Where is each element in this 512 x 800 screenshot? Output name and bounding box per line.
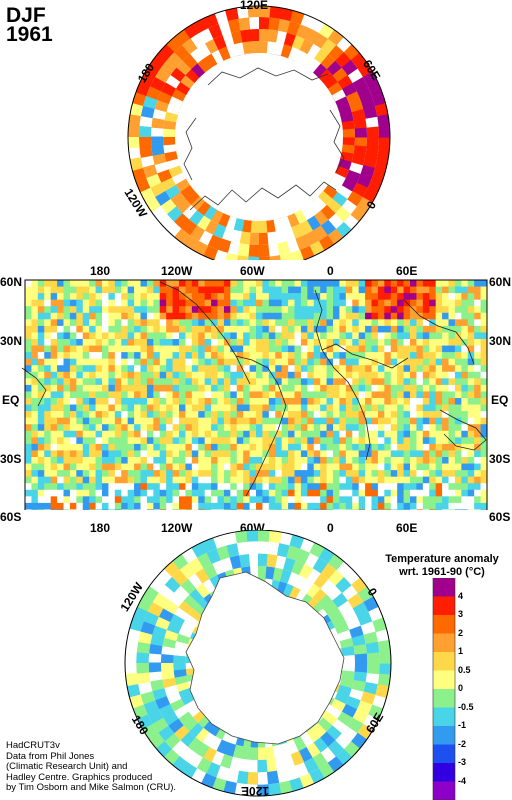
wm-lat-right-30s: 30S (489, 452, 511, 466)
wm-lat-right-60n: 60N (489, 275, 512, 289)
wm-top-lon-120w: 120W (161, 264, 193, 278)
credit-line-4: Hadley Centre. Graphics produced (6, 771, 153, 783)
color-legend (432, 578, 456, 800)
wm-lat-left-eq: EQ (2, 393, 20, 407)
antarctica-landmass (185, 571, 345, 745)
legend-tick-8: -2 (458, 738, 467, 749)
credit-line-3: (Climatic Research Unit) and (6, 761, 128, 772)
wm-bottom-lon-60e: 60E (396, 521, 418, 535)
legend-tick-1: 3 (458, 609, 464, 619)
north-coastline (183, 67, 345, 211)
legend-tick-3: 1 (458, 646, 464, 656)
wm-bottom-lon-120w: 120W (161, 521, 193, 535)
wm-lat-right-30n: 30N (489, 334, 512, 348)
credit-line-1: HadCRUT3v (6, 740, 60, 751)
wm-lat-left-60s: 60S (0, 510, 22, 524)
north-polar-map (127, 5, 391, 260)
wm-lat-right-60s: 60S (489, 510, 511, 524)
wm-bottom-lon-180: 180 (90, 521, 111, 535)
north-pole-white-area (175, 53, 343, 221)
wm-lat-left-60n: 60N (0, 275, 23, 289)
sp-lon-label-120e: 120E (241, 784, 270, 798)
np-lon-label-120e: 120E (240, 0, 269, 12)
credit-line-5: by Tim Osborn and Mike Salmon (CRU). (6, 782, 176, 793)
world-coastline (21, 281, 487, 497)
credit-line-2: Data from Phil Jones (6, 750, 95, 762)
legend-tick-2: 2 (458, 627, 464, 638)
legend-tick-10: -4 (458, 775, 467, 786)
wm-top-lon-0: 0 (327, 264, 334, 278)
wm-lat-left-30n: 30N (0, 334, 23, 348)
legend-tick-7: -1 (458, 720, 467, 730)
season-label: DJF (6, 4, 46, 27)
year-label: 1961 (6, 23, 53, 46)
season-title: DJF 1961 (6, 4, 53, 46)
legend-tick-0: 4 (458, 590, 464, 601)
wm-top-lon-180: 180 (90, 264, 111, 278)
south-polar-map (124, 530, 392, 797)
legend-tick-5: 0 (458, 683, 464, 693)
legend-tick-4: 0.5 (458, 664, 471, 675)
legend-title-line2: wrt. 1961-90 (°C) (399, 566, 485, 578)
north-polar-border (127, 5, 391, 260)
world-map-frame (24, 279, 488, 510)
legend-title: Temperature anomaly wrt. 1961-90 (°C) (372, 553, 512, 579)
legend-tick-6: -0.5 (458, 701, 474, 712)
wm-top-lon-60w: 60W (240, 264, 265, 278)
legend-tick-9: -3 (458, 757, 467, 767)
wm-bottom-lon-0: 0 (327, 521, 334, 535)
wm-lat-right-eq: EQ (491, 393, 509, 407)
credit-text: HadCRUT3v Data from Phil Jones (Climatic… (6, 740, 176, 794)
legend-title-line1: Temperature anomaly (385, 553, 499, 565)
south-polar-border (124, 530, 392, 797)
wm-lat-left-30s: 30S (0, 452, 22, 466)
wm-top-lon-60e: 60E (396, 264, 418, 278)
world-anomaly-map (21, 279, 488, 510)
